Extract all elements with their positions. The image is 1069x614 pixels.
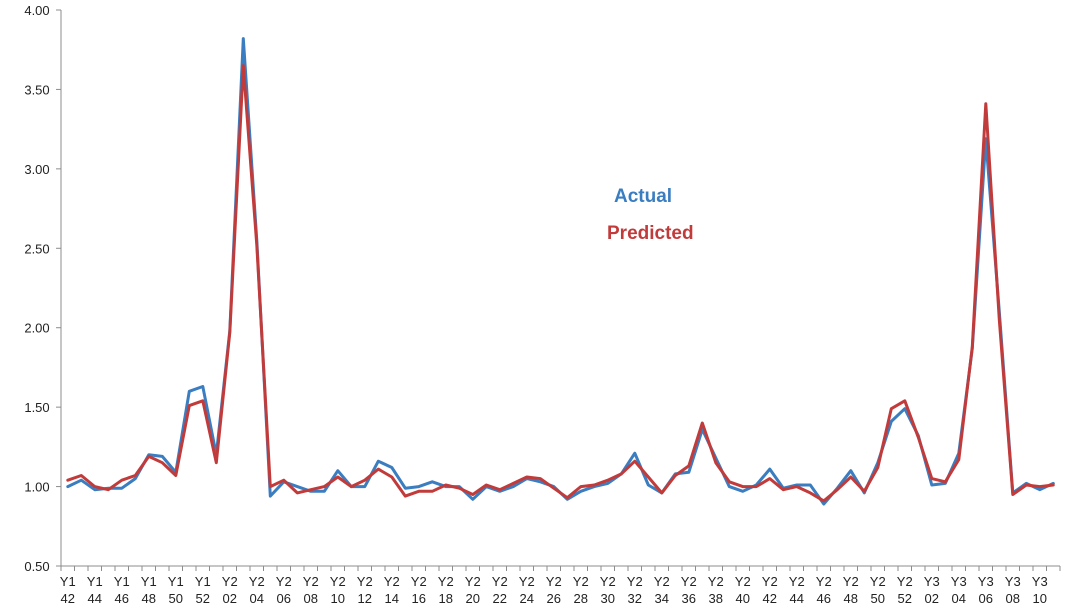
- x-tick-label-bottom: 44: [88, 591, 102, 606]
- x-tick-label-top: Y2: [681, 574, 697, 589]
- y-tick-label: 4.00: [24, 3, 49, 18]
- x-tick-label-bottom: 06: [277, 591, 291, 606]
- y-tick-label: 2.50: [24, 241, 49, 256]
- x-tick-label-top: Y2: [222, 574, 238, 589]
- series-line-actual: [66, 37, 1055, 506]
- x-tick-label-top: Y1: [60, 574, 76, 589]
- x-tick-label-bottom: 10: [331, 591, 345, 606]
- x-tick-label-bottom: 48: [844, 591, 858, 606]
- x-tick-label-top: Y1: [114, 574, 130, 589]
- x-tick-label-bottom: 52: [196, 591, 210, 606]
- y-axis: 0.50 1.00 1.50 2.00 2.50 3.00 3.50 4.00: [24, 3, 62, 574]
- x-tick-label-top: Y2: [708, 574, 724, 589]
- x-tick-label-bottom: 20: [466, 591, 480, 606]
- legend-actual: Actual: [614, 186, 672, 207]
- x-tick-label-bottom: 36: [682, 591, 696, 606]
- x-tick-label-top: Y2: [789, 574, 805, 589]
- x-tick-label-bottom: 40: [736, 591, 750, 606]
- x-tick-label-top: Y2: [330, 574, 346, 589]
- x-tick-label-top: Y1: [168, 574, 184, 589]
- x-tick-label-top: Y3: [978, 574, 994, 589]
- x-axis: Y1 42 Y1 44 Y1 46 Y1 48 Y1 50 Y1 52 Y2 02 Y2 04 Y2 06 Y2 08…: [60, 565, 1061, 606]
- x-tick-label-top: Y2: [276, 574, 292, 589]
- x-tick-label-bottom: 18: [439, 591, 453, 606]
- x-tick-label-top: Y2: [762, 574, 778, 589]
- x-tick-label-bottom: 14: [385, 591, 399, 606]
- x-tick-label-top: Y1: [87, 574, 103, 589]
- x-tick-label-top: Y1: [141, 574, 157, 589]
- x-tick-label-bottom: 50: [169, 591, 183, 606]
- x-tick-label-bottom: 42: [763, 591, 777, 606]
- x-tick-label-bottom: 04: [250, 591, 264, 606]
- x-tick-label-bottom: 48: [142, 591, 156, 606]
- x-tick-label-bottom: 32: [628, 591, 642, 606]
- y-tick-label: 3.50: [24, 82, 49, 97]
- x-tick-label-top: Y3: [924, 574, 940, 589]
- x-tick-label-bottom: 46: [817, 591, 831, 606]
- x-tick-label-bottom: 24: [520, 591, 534, 606]
- series-layer: [66, 37, 1055, 506]
- x-tick-label-top: Y2: [573, 574, 589, 589]
- x-tick-label-top: Y2: [897, 574, 913, 589]
- x-tick-label-top: Y2: [465, 574, 481, 589]
- x-tick-label-top: Y2: [816, 574, 832, 589]
- x-tick-label-bottom: 30: [601, 591, 615, 606]
- y-tick-label: 3.00: [24, 162, 49, 177]
- x-tick-label-top: Y2: [438, 574, 454, 589]
- x-tick-label-top: Y2: [411, 574, 427, 589]
- x-tick-label-bottom: 38: [709, 591, 723, 606]
- x-tick-label-top: Y2: [384, 574, 400, 589]
- x-tick-label-bottom: 28: [574, 591, 588, 606]
- x-tick-label-top: Y2: [600, 574, 616, 589]
- x-tick-label-top: Y2: [519, 574, 535, 589]
- x-tick-label-bottom: 08: [304, 591, 318, 606]
- x-tick-label-top: Y2: [546, 574, 562, 589]
- x-tick-label-bottom: 22: [493, 591, 507, 606]
- y-tick-label: 1.00: [24, 480, 49, 495]
- x-tick-label-top: Y3: [951, 574, 967, 589]
- x-tick-label-top: Y2: [249, 574, 265, 589]
- x-tick-label-bottom: 46: [115, 591, 129, 606]
- x-tick-label-top: Y3: [1005, 574, 1021, 589]
- x-tick-label-top: Y2: [870, 574, 886, 589]
- x-tick-label-bottom: 08: [1006, 591, 1020, 606]
- x-tick-label-bottom: 34: [655, 591, 669, 606]
- x-tick-label-top: Y2: [654, 574, 670, 589]
- x-tick-label-top: Y2: [843, 574, 859, 589]
- x-tick-label-bottom: 02: [223, 591, 237, 606]
- x-tick-label-bottom: 12: [358, 591, 372, 606]
- x-tick-label-top: Y2: [735, 574, 751, 589]
- x-tick-label-bottom: 44: [790, 591, 804, 606]
- legend-predicted: Predicted: [607, 223, 694, 244]
- x-tick-label-bottom: 04: [952, 591, 966, 606]
- x-tick-label-bottom: 52: [898, 591, 912, 606]
- legend: Actual Predicted: [607, 186, 694, 244]
- y-tick-label: 1.50: [24, 400, 49, 415]
- x-tick-label-top: Y2: [627, 574, 643, 589]
- x-tick-label-bottom: 10: [1033, 591, 1047, 606]
- x-tick-label-bottom: 42: [61, 591, 75, 606]
- x-tick-label-top: Y3: [1032, 574, 1048, 589]
- series-line-predicted: [66, 64, 1055, 503]
- x-tick-label-top: Y2: [492, 574, 508, 589]
- x-tick-label-bottom: 02: [925, 591, 939, 606]
- x-tick-label-bottom: 50: [871, 591, 885, 606]
- y-tick-label: 0.50: [24, 559, 49, 574]
- y-tick-label: 2.00: [24, 321, 49, 336]
- x-tick-label-top: Y2: [303, 574, 319, 589]
- x-tick-label-bottom: 26: [547, 591, 561, 606]
- x-tick-label-top: Y2: [357, 574, 373, 589]
- x-tick-label-bottom: 06: [979, 591, 993, 606]
- x-tick-label-bottom: 16: [412, 591, 426, 606]
- x-tick-label-top: Y1: [195, 574, 211, 589]
